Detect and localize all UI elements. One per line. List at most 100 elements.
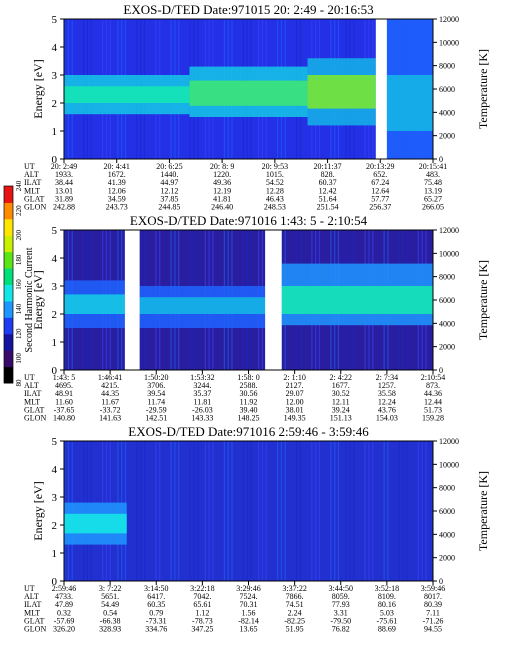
y-right-tick-label: 0 [439,577,443,586]
colorbar-swatch [4,202,13,220]
streak [364,441,366,581]
y-tick-label: 5 [52,225,58,237]
table-cell: 3244. [193,381,211,390]
streak [155,441,157,581]
table-cell: 242.88 [53,203,75,212]
table-cell: 5651. [101,592,119,601]
table-row-label: GLON [24,203,46,212]
table-cell: 11.92 [240,397,258,406]
table-row-label: GLON [24,625,46,634]
table-cell: 1:50:20 [144,373,168,382]
table-cell: 266.05 [422,203,444,212]
colorbar-swatch [4,284,13,302]
streak [193,441,195,581]
table-cell: 7866. [286,592,304,601]
table-cell: 11.81 [194,397,212,406]
streak [223,441,225,581]
table-cell: 75.48 [424,178,442,187]
table-cell: 244.85 [158,203,180,212]
table-cell: 2:59:46 [52,584,76,593]
table-cell: 30.52 [332,389,350,398]
table-cell: 2: 4:22 [330,373,352,382]
table-cell: 51.64 [319,194,337,203]
table-cell: -37.65 [54,405,75,414]
colorbar-label: Second Harmonic Current [24,247,35,352]
table-cell: 1.56 [242,608,256,617]
streak [372,441,374,581]
y-right-tick-label: 10000 [439,249,459,258]
y-right-tick-label: 2000 [439,343,455,352]
streak [143,441,146,581]
table-cell: 94.55 [424,625,442,634]
table-cell: 48.91 [55,389,73,398]
streak [406,441,408,581]
table-cell: 20:13:29 [366,162,394,171]
colorbar-tick-label: 140 [15,303,23,314]
table-cell: -75.61 [377,616,398,625]
colorbar-swatch [4,366,13,384]
table-cell: 20: 2:49 [51,162,77,171]
table-cell: 13.65 [240,625,258,634]
streak [311,441,313,581]
y-right-axis-label: Temperature [K] [476,471,490,551]
streak [189,441,191,581]
table-cell: 12.24 [378,397,396,406]
table-cell: 44.97 [160,178,178,187]
table-row-label: ALT [24,592,39,601]
streak [387,441,389,581]
streak [402,441,404,581]
table-cell: 67.24 [371,178,389,187]
table-cell: 828. [321,170,335,179]
table-cell: 11.67 [101,397,119,406]
y-right-tick-label: 2000 [439,554,455,563]
table-cell: 5.03 [380,608,394,617]
y-right-tick-label: 4000 [439,108,455,117]
table-cell: 143.33 [191,414,213,423]
table-cell: -29.59 [146,405,167,414]
table-cell: 8017. [424,592,442,601]
table-cell: 256.37 [369,203,391,212]
streak [334,441,336,581]
table-cell: 20: 9:53 [262,162,288,171]
y-right-tick-label: 10000 [439,460,459,469]
table-cell: 3:52:18 [375,584,399,593]
table-cell: -33.72 [100,405,121,414]
y-right-tick-label: 4000 [439,530,455,539]
table-cell: 3706. [147,381,165,390]
y-right-tick-label: 6000 [439,85,455,94]
table-cell: 20:11:37 [313,162,341,171]
streak [337,441,340,581]
table-cell: 3: 7:22 [99,584,121,593]
table-cell: 35.37 [193,389,211,398]
streak [159,441,161,581]
table-cell: 2: 1:10 [283,373,305,382]
colorbar-swatch [4,251,13,269]
streak [258,441,260,581]
table-cell: 2588. [240,381,258,390]
y-axis-label: Energy [eV] [31,59,45,118]
streak [296,441,298,581]
y-right-tick-label: 10000 [439,38,459,47]
y-tick-label: 5 [52,436,58,448]
table-cell: 80.39 [424,600,442,609]
table-cell: 154.03 [376,414,398,423]
y-tick-label: 4 [52,253,58,265]
table-cell: 12.42 [319,186,337,195]
table-cell: 54.52 [266,178,284,187]
table-cell: 1220. [213,170,231,179]
table-cell: 37.85 [160,194,178,203]
table-cell: 1933. [55,170,73,179]
table-cell: 326.20 [53,625,75,634]
y-tick-label: 4 [52,42,58,54]
table-cell: 1677. [332,381,350,390]
y-tick-label: 3 [52,281,58,293]
panel-2: EXOS-D/TED Date:971016 1:43: 5 - 2:10:54… [24,213,490,423]
table-row-label: UT [24,373,35,382]
table-cell: 2:10:54 [421,373,445,382]
table-cell: 60.37 [319,178,337,187]
streak [208,441,210,581]
table-cell: 7.11 [426,608,440,617]
colorbar-swatch [4,268,13,285]
colorbar-swatch [4,218,13,236]
streak [315,441,317,581]
